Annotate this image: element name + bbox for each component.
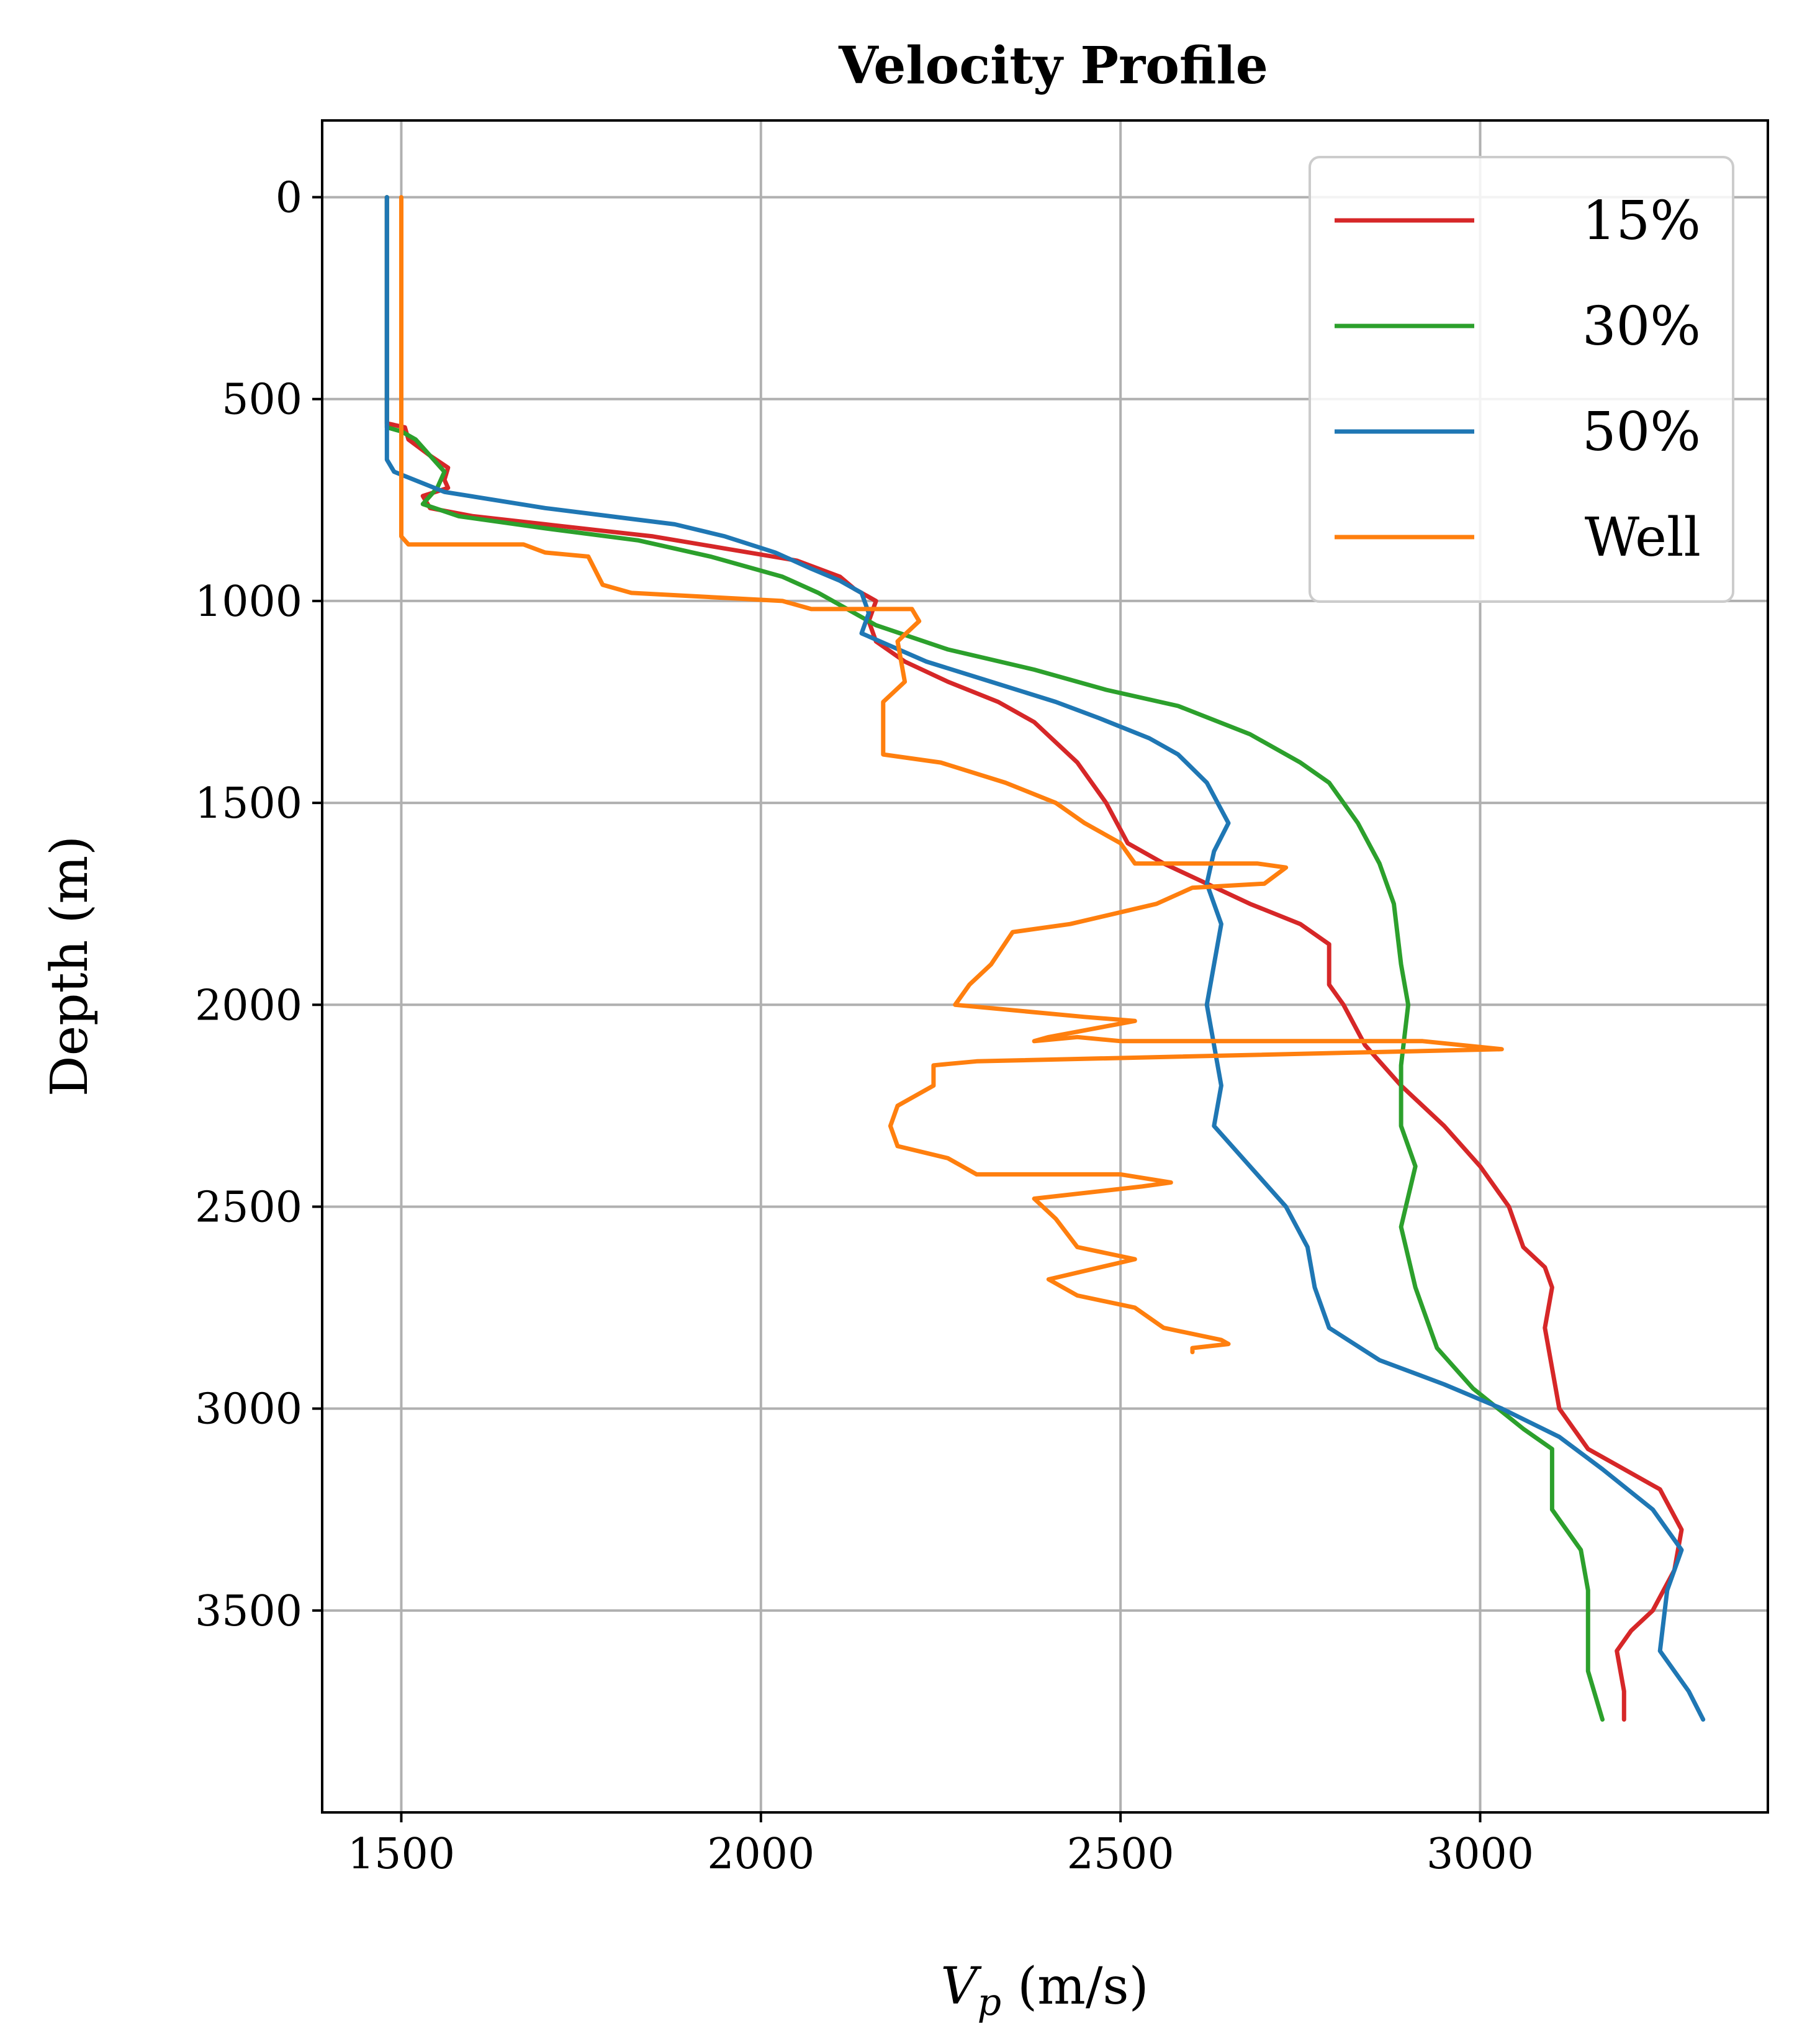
plot-series (384, 195, 1706, 1722)
x-axis-label-sub: p (978, 1981, 1001, 2024)
legend-label-15-pct: 15% (1582, 190, 1701, 252)
series-line-50-pct (384, 195, 1706, 1722)
x-axis-label-main: V (940, 1957, 982, 2016)
x-axis-label-unit: (m/s) (1001, 1957, 1149, 2016)
axis-ticks: 1500 2000 2500 3000 0 500 1000 1500 2000 2500 3000… (195, 174, 1534, 1879)
legend-label-well: Well (1585, 507, 1701, 569)
x-tick-label: 2500 (1067, 1830, 1174, 1879)
y-tick-label: 3000 (195, 1385, 302, 1434)
x-axis-label: Vp (m/s) (940, 1957, 1148, 2024)
y-tick-label: 1500 (195, 779, 302, 828)
y-tick-label: 0 (276, 174, 302, 223)
legend-label-30-pct: 30% (1582, 296, 1701, 358)
series-line-15-pct (384, 195, 1684, 1722)
plot-frame (321, 119, 1769, 1814)
y-tick-label: 1000 (195, 577, 302, 626)
y-tick-label: 3500 (195, 1587, 302, 1636)
series-line-well (399, 195, 1504, 1355)
y-tick-label: 500 (222, 376, 302, 425)
legend: 15% 30% 50% Well (1309, 156, 1734, 603)
x-tick-label: 2000 (707, 1830, 814, 1879)
x-tick-label: 3000 (1426, 1830, 1534, 1879)
y-axis-label: Depth (m) (40, 836, 99, 1097)
legend-label-50-pct: 50% (1582, 401, 1701, 463)
legend-box (1309, 156, 1734, 603)
y-tick-label: 2500 (195, 1183, 302, 1232)
chart-title: Velocity Profile (838, 36, 1268, 96)
y-tick-label: 2000 (195, 981, 302, 1030)
x-tick-label: 1500 (348, 1830, 455, 1879)
